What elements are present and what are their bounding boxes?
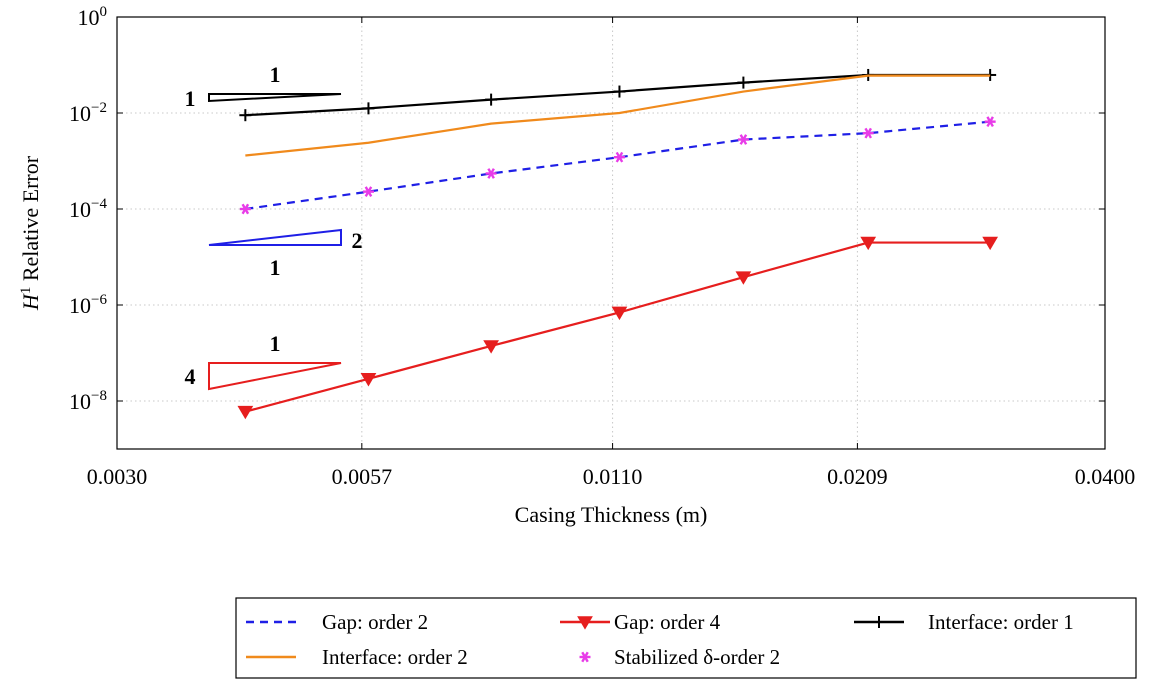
data-series (237, 68, 999, 420)
series-point (362, 186, 374, 198)
series-point (862, 127, 874, 139)
legend-swatch-marker (577, 616, 593, 630)
series-point-arm (615, 151, 624, 163)
legend-label: Interface: order 2 (322, 645, 468, 669)
slope-triangle (208, 93, 342, 103)
y-tick-label: 10−8 (69, 388, 107, 414)
series-point (239, 203, 251, 215)
series-point-arm (986, 116, 994, 128)
y-tick-label: 10−6 (69, 292, 107, 318)
legend-entry: Stabilized δ-order 2 (579, 645, 780, 669)
series-point (483, 340, 499, 354)
series-point-arm (864, 127, 872, 139)
legend-label: Gap: order 2 (322, 610, 428, 634)
y-axis-label: H1 Relative Error (18, 155, 43, 311)
series-point (737, 76, 750, 89)
x-tick-label: 0.0110 (583, 464, 643, 489)
legend-entry: Interface: order 2 (246, 645, 468, 669)
series-point (362, 102, 375, 115)
series-line (245, 120, 991, 211)
legend-box (235, 597, 1137, 679)
y-tick-label: 100 (78, 4, 108, 30)
legend-label: Interface: order 1 (928, 610, 1074, 634)
series-point (485, 168, 497, 179)
slope-triangle (208, 228, 342, 246)
legend-entry: Gap: order 4 (560, 610, 721, 634)
slope-run-label: 1 (270, 255, 281, 280)
series-point (237, 405, 254, 420)
x-tick-label: 0.0400 (1075, 464, 1136, 489)
x-tick-label: 0.0057 (332, 464, 393, 489)
legend-label: Stabilized δ-order 2 (614, 645, 780, 669)
series-point (613, 151, 625, 163)
legend-entry: Interface: order 1 (854, 610, 1074, 634)
series-1 (237, 236, 999, 420)
slope-rise-label: 4 (185, 364, 196, 389)
series-point (611, 306, 628, 321)
slope-triangle (208, 362, 342, 391)
y-tick-label: 10−4 (69, 196, 107, 222)
series-point (860, 236, 877, 251)
plot-frame (116, 16, 1106, 450)
series-point (735, 271, 752, 285)
slope-triangles: 1 1 2 1 4 1 (185, 62, 363, 391)
series-point-arm (241, 203, 250, 215)
series-line (245, 241, 991, 413)
series-0 (245, 120, 991, 211)
slope-rise-label: 2 (352, 228, 363, 253)
series-point-arm (739, 134, 748, 145)
series-point (613, 85, 626, 98)
series-point (984, 116, 996, 128)
legend-swatch-marker-arm (581, 651, 589, 663)
legend-swatch-marker (873, 616, 885, 628)
legend: Gap: order 2 Gap: order 4 Interface: order… (235, 597, 1137, 679)
series-point-arm (487, 168, 495, 179)
series-3 (245, 74, 991, 157)
slope-rise-label: 1 (185, 86, 196, 111)
x-axis-label: Casing Thickness (m) (515, 502, 708, 527)
series-point (239, 109, 252, 122)
slope-run-label: 1 (270, 62, 281, 87)
slope-run-label: 1 (270, 331, 281, 356)
series-point (982, 236, 999, 251)
y-tick-label: 10−2 (69, 100, 107, 126)
axis-ticks: 0.0030 0.0057 0.0110 0.0209 0.0400 100 10−2 10−… (69, 4, 1135, 489)
series-point (360, 373, 377, 387)
series-line (245, 74, 991, 157)
series-point (485, 93, 498, 106)
legend-label: Gap: order 4 (614, 610, 721, 634)
legend-swatch-marker (579, 651, 591, 663)
series-point-arm (364, 186, 373, 198)
legend-entry: Gap: order 2 (246, 610, 428, 634)
grid-lines (116, 16, 1106, 449)
series-point (737, 134, 749, 145)
series-4 (239, 116, 996, 215)
series-line (245, 73, 991, 117)
x-tick-label: 0.0209 (827, 464, 888, 489)
x-tick-label: 0.0030 (87, 464, 148, 489)
